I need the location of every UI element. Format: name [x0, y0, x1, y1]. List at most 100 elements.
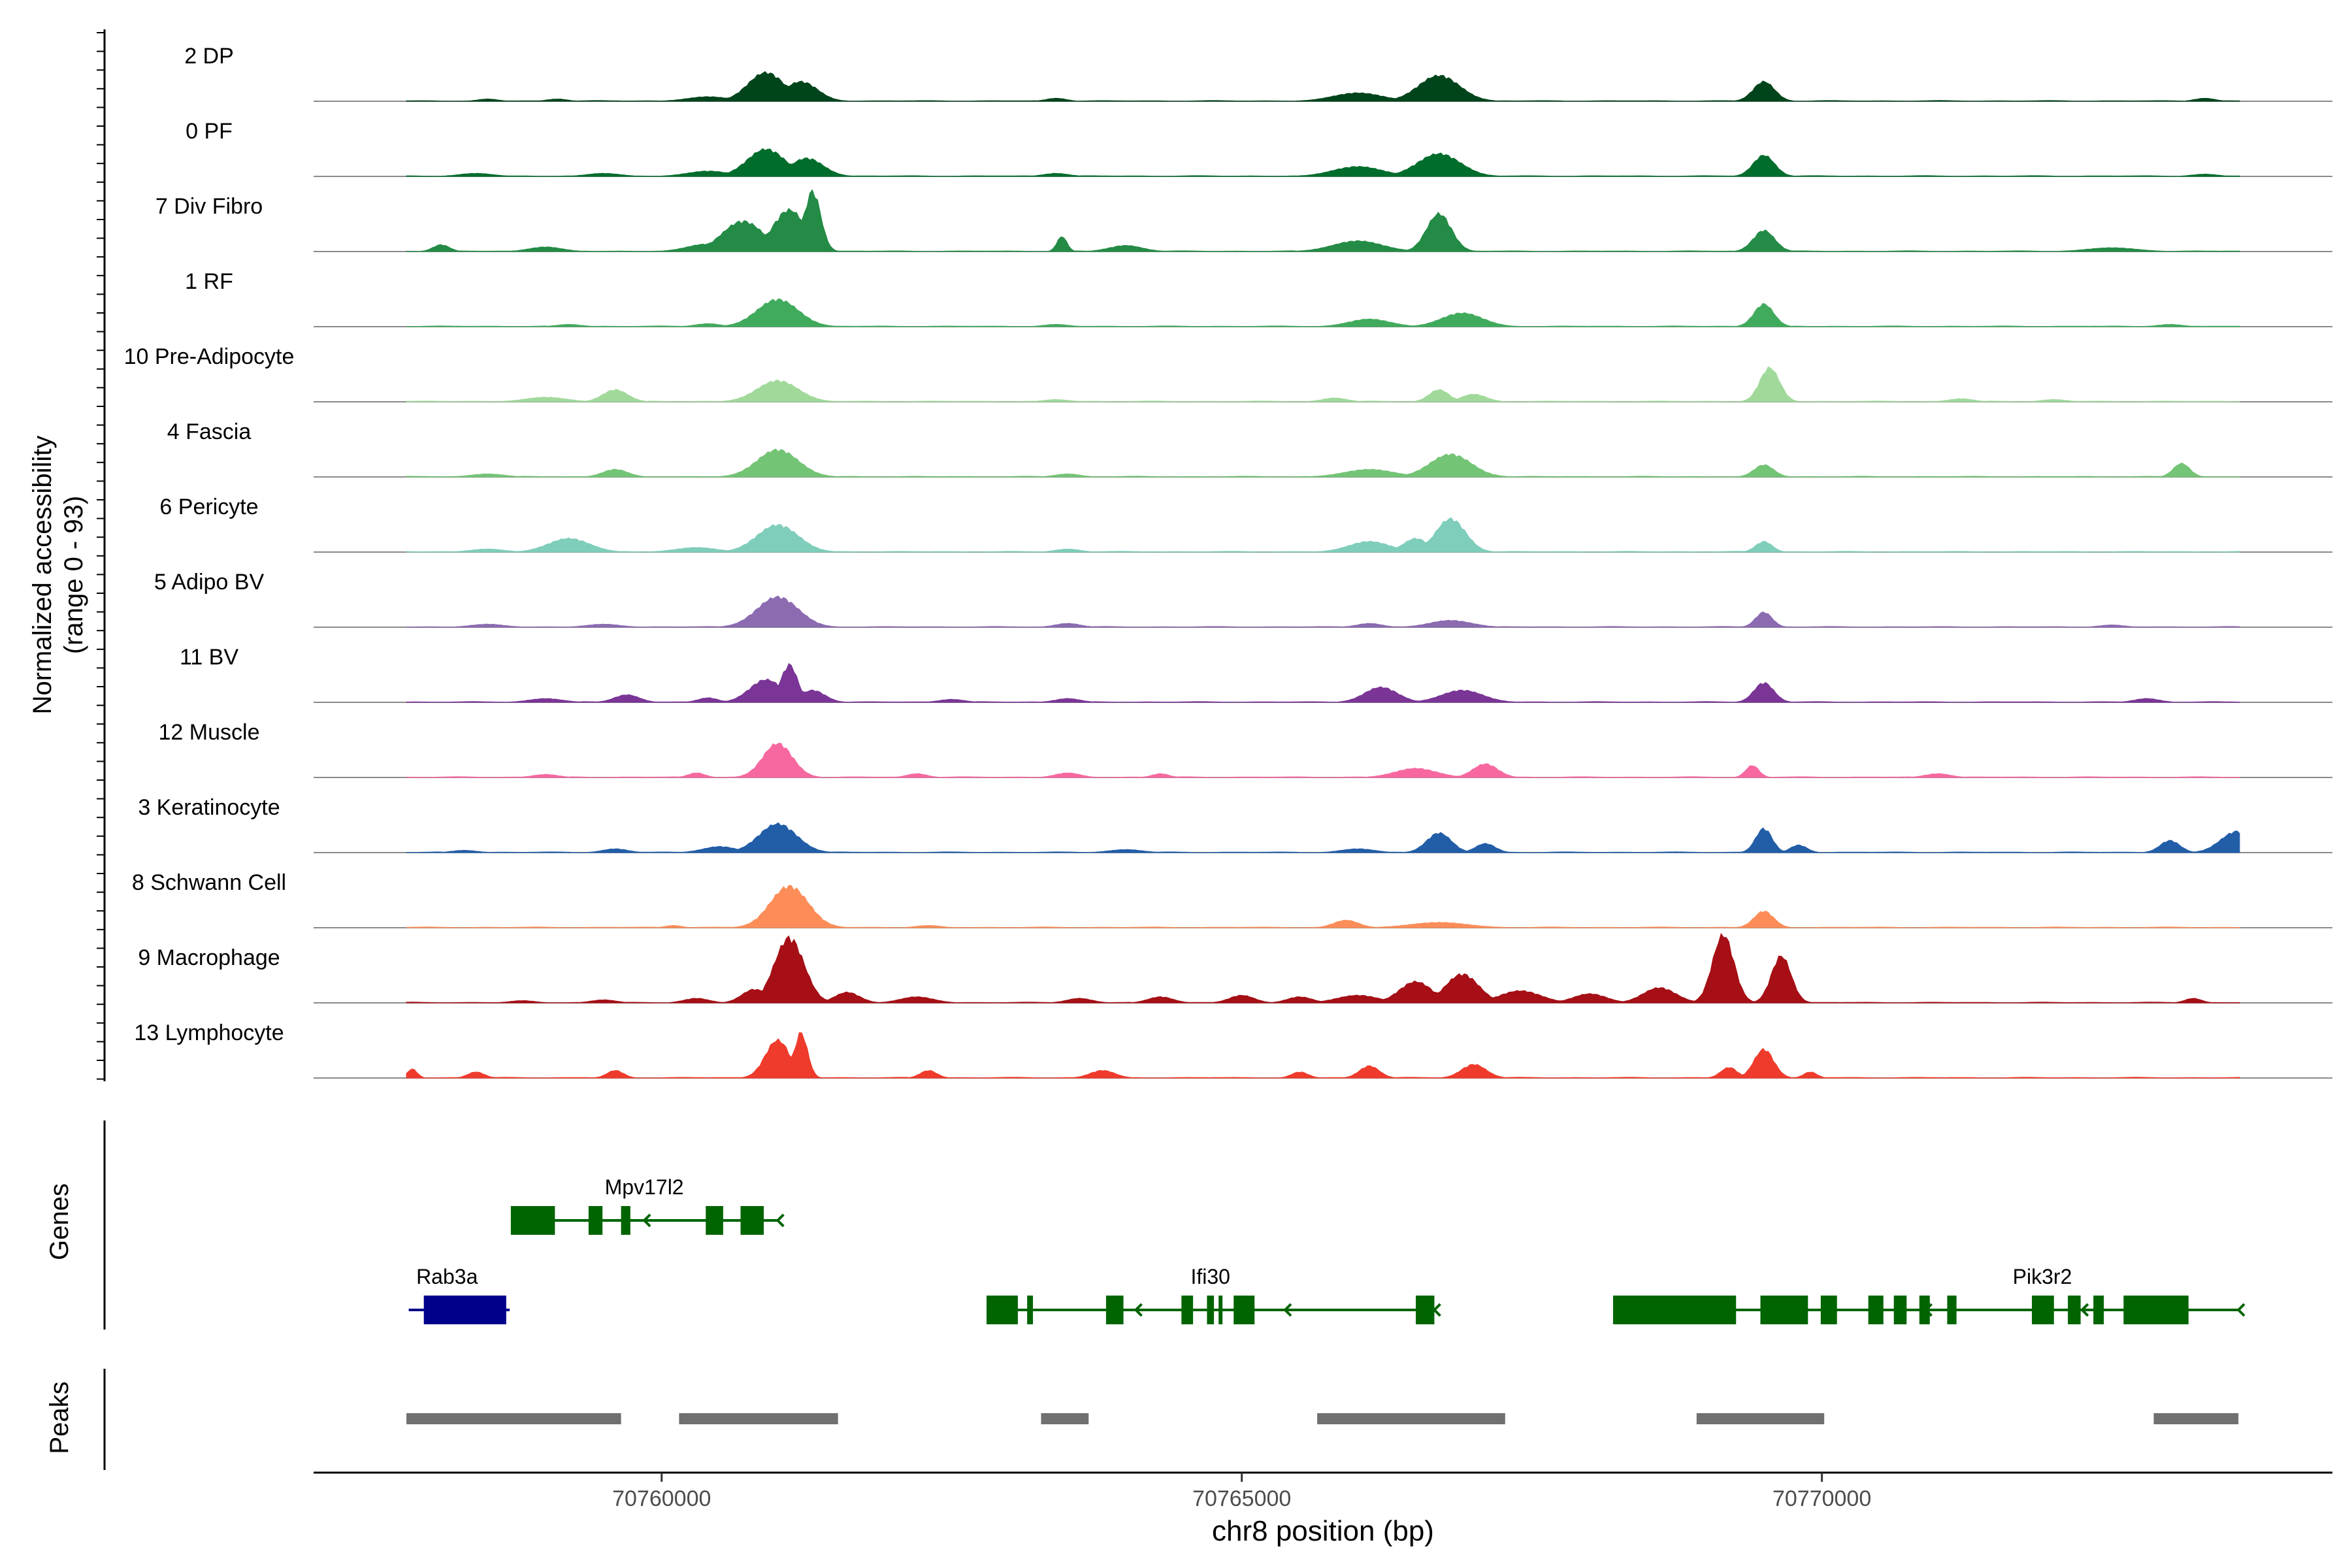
gene-exon — [1416, 1296, 1435, 1324]
strand-arrow — [1134, 1303, 1143, 1317]
gene-exon — [2032, 1296, 2054, 1324]
gene-exon — [423, 1296, 506, 1324]
peaks-panel — [406, 1413, 2239, 1424]
coverage-area — [406, 822, 2240, 853]
track-label: 9 Macrophage — [138, 945, 280, 970]
track-6: 6 Pericyte — [159, 495, 2332, 553]
peak-region — [2153, 1413, 2239, 1424]
track-label: 0 PF — [186, 119, 233, 144]
gene-exon — [1919, 1296, 1930, 1324]
track-label: 12 Muscle — [159, 720, 260, 745]
x-tick-label: 70760000 — [612, 1486, 711, 1511]
track-10: 3 Keratinocyte — [138, 795, 2332, 853]
strand-arrow — [2236, 1303, 2246, 1317]
peaks-panel-label: Peaks — [45, 1381, 74, 1454]
coverage-area — [406, 298, 2240, 327]
strand-arrow — [2080, 1303, 2089, 1317]
peak-region — [1317, 1413, 1505, 1424]
track-3: 1 RF — [185, 269, 2332, 327]
gene-label: Pik3r2 — [2013, 1265, 2072, 1288]
coverage-area — [406, 885, 2240, 928]
gene-exon — [740, 1206, 764, 1235]
gene-exon — [2093, 1296, 2104, 1324]
gene-exon — [1947, 1296, 1957, 1324]
coverage-y-ticks — [97, 32, 105, 1080]
gene-exon — [1207, 1296, 1215, 1324]
track-12: 9 Macrophage — [138, 932, 2332, 1004]
peak-region — [1041, 1413, 1089, 1424]
gene-label: Rab3a — [416, 1265, 478, 1288]
gene-exon — [588, 1206, 603, 1235]
x-tick-label: 70770000 — [1772, 1486, 1871, 1511]
track-8: 11 BV — [180, 645, 2332, 703]
genes-panel: Mpv17l2 Rab3a Ifi30 Pik3r2 — [408, 1175, 2246, 1324]
genes-panel-label: Genes — [45, 1183, 74, 1260]
coverage-area — [406, 595, 2240, 628]
strand-arrow — [642, 1213, 651, 1228]
track-label: 3 Keratinocyte — [138, 795, 280, 820]
track-label: 4 Fascia — [167, 419, 252, 444]
gene-rab3a: Rab3a — [408, 1265, 510, 1324]
gene-exon — [1218, 1296, 1223, 1324]
track-11: 8 Schwann Cell — [132, 870, 2332, 928]
strand-arrow — [1283, 1303, 1292, 1317]
track-5: 4 Fascia — [167, 419, 2332, 478]
peak-region — [679, 1413, 838, 1424]
track-label: 2 DP — [184, 44, 234, 69]
x-axis-title: chr8 position (bp) — [1212, 1515, 1434, 1547]
gene-exon — [510, 1206, 555, 1235]
coverage-tracks: 2 DP 0 PF 7 Div Fibro 1 RF 10 Pre-Adipocyte 4… — [124, 44, 2332, 1079]
coverage-area — [406, 932, 2240, 1004]
coverage-area — [406, 71, 2240, 102]
track-1: 0 PF — [186, 119, 2332, 177]
track-9: 12 Muscle — [159, 720, 2332, 778]
gene-label: Mpv17l2 — [605, 1175, 684, 1199]
track-0: 2 DP — [184, 44, 2332, 102]
strand-arrow — [776, 1213, 785, 1228]
gene-exon — [1868, 1296, 1884, 1324]
track-13: 13 Lymphocyte — [134, 1021, 2332, 1079]
coverage-area — [406, 1032, 2240, 1079]
y-axis-label-line2: (range 0 - 93) — [59, 496, 88, 654]
track-label: 13 Lymphocyte — [134, 1021, 284, 1045]
gene-exon — [706, 1206, 723, 1235]
gene-mpv17l2: Mpv17l2 — [510, 1175, 785, 1235]
coverage-area — [406, 366, 2240, 402]
coverage-area — [406, 448, 2240, 478]
gene-exon — [1820, 1296, 1837, 1324]
track-label: 7 Div Fibro — [155, 194, 263, 219]
coverage-area — [406, 148, 2240, 177]
track-label: 5 Adipo BV — [154, 570, 265, 595]
x-axis-ticks: 70760000 70765000 70770000 — [612, 1473, 1871, 1511]
gene-exon — [1027, 1296, 1034, 1324]
track-2: 7 Div Fibro — [155, 189, 2332, 252]
gene-exon — [1181, 1296, 1194, 1324]
coverage-area — [406, 662, 2240, 703]
gene-exon — [1612, 1296, 1737, 1324]
gene-label: Ifi30 — [1190, 1265, 1230, 1288]
track-label: 6 Pericyte — [159, 495, 258, 519]
gene-pik3r2: Pik3r2 — [1612, 1265, 2246, 1324]
gene-exon — [2123, 1296, 2189, 1324]
track-4: 10 Pre-Adipocyte — [124, 344, 2332, 402]
coverage-area — [406, 517, 2240, 553]
track-label: 10 Pre-Adipocyte — [124, 344, 295, 369]
peak-region — [406, 1413, 621, 1424]
gene-exon — [1233, 1296, 1255, 1324]
coverage-area — [406, 742, 2240, 778]
gene-exon — [2068, 1296, 2081, 1324]
y-axis-label-line1: Normalized accessibility — [28, 436, 57, 715]
gene-exon — [1893, 1296, 1907, 1324]
track-label: 8 Schwann Cell — [132, 870, 286, 895]
track-label: 1 RF — [185, 269, 233, 294]
track-label: 11 BV — [180, 645, 238, 670]
coverage-area — [406, 189, 2240, 252]
track-7: 5 Adipo BV — [154, 570, 2332, 628]
peak-region — [1696, 1413, 1825, 1424]
gene-exon — [1105, 1296, 1124, 1324]
gene-exon — [1760, 1296, 1808, 1324]
gene-exon — [987, 1296, 1018, 1324]
gene-ifi30: Ifi30 — [987, 1265, 1441, 1324]
